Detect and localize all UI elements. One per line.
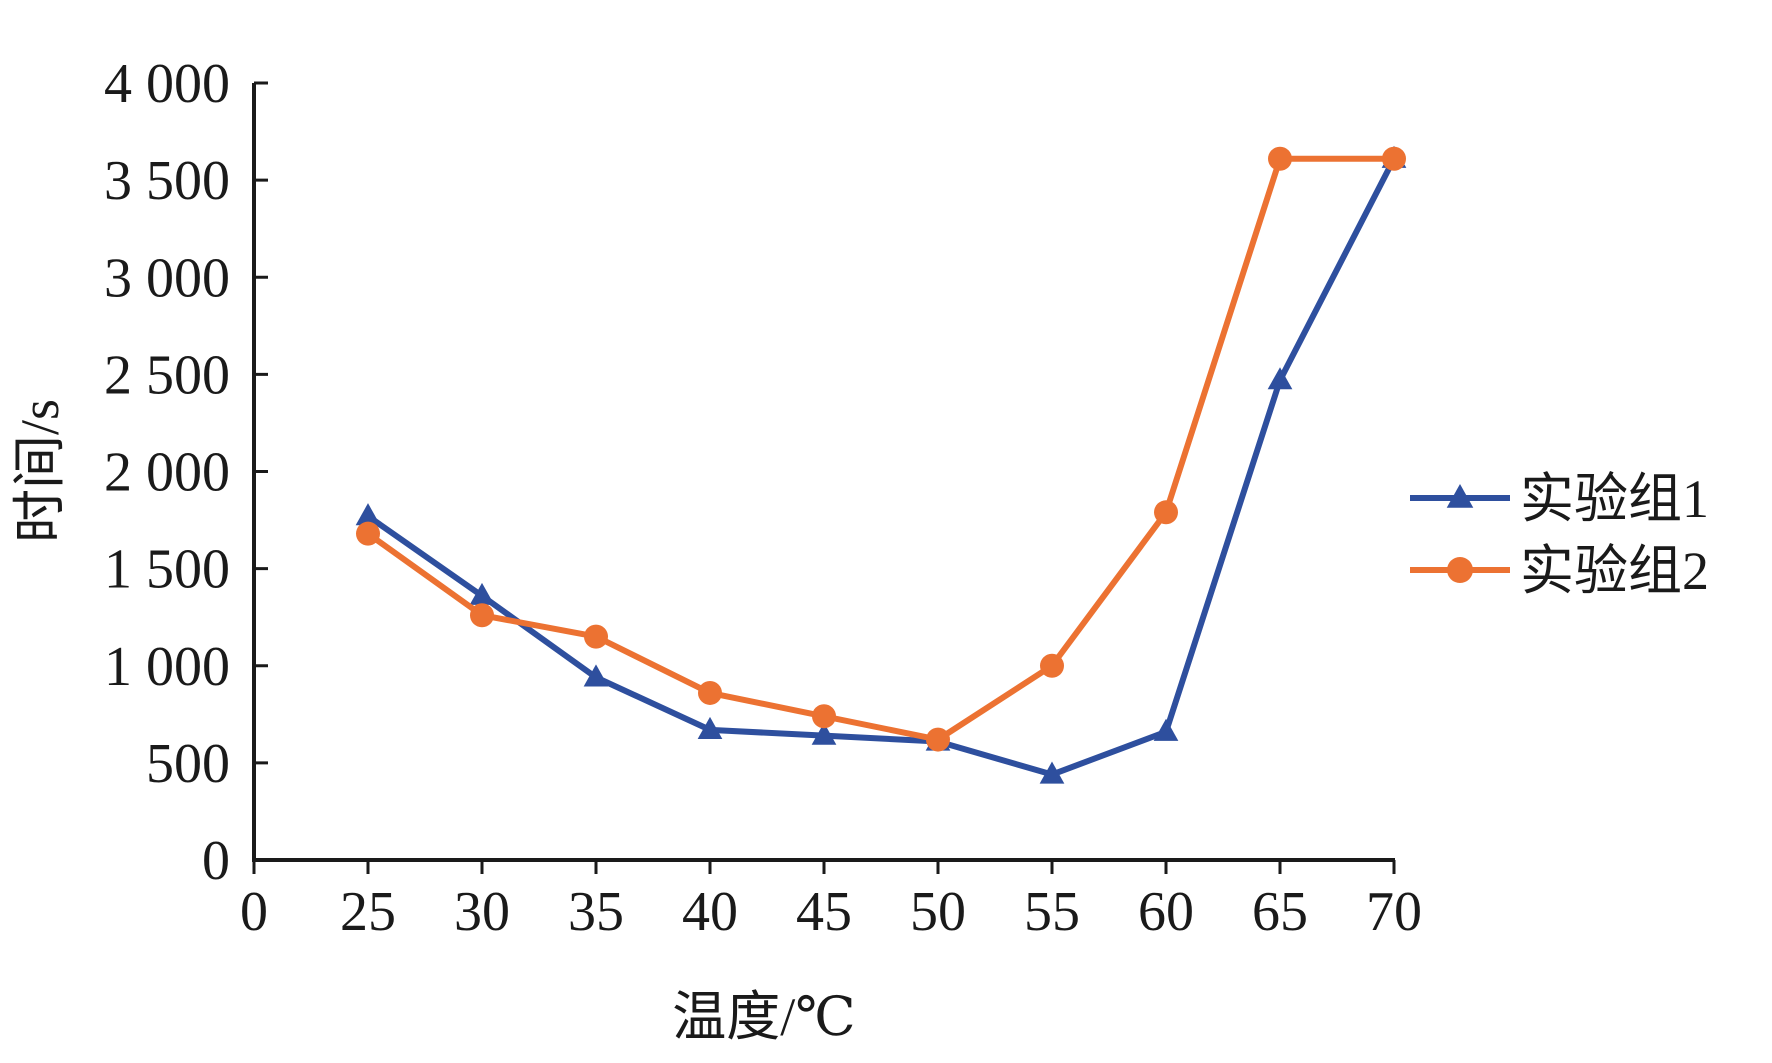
data-point-triangle	[811, 722, 837, 745]
legend: 实验组1 实验组2	[1410, 469, 1709, 601]
data-point-circle	[698, 680, 722, 705]
data-point-circle	[470, 603, 494, 628]
series-2	[356, 146, 1406, 752]
x-tick-label: 40	[682, 881, 738, 943]
y-tick-label: 0	[202, 830, 230, 892]
legend-circle-marker	[1447, 557, 1473, 583]
y-axis-title: 时间/s	[10, 399, 70, 543]
x-axis-title: 温度/℃	[672, 987, 855, 1047]
data-point-triangle	[583, 664, 609, 687]
data-point-circle	[1154, 500, 1178, 525]
data-point-circle	[926, 727, 950, 752]
data-point-circle	[1040, 653, 1064, 678]
legend-triangle-marker	[1446, 484, 1474, 508]
y-tick-label: 500	[146, 733, 230, 795]
x-tick-label: 25	[340, 881, 396, 943]
x-tick-label: 0	[240, 881, 268, 943]
legend-item-1: 实验组1	[1410, 469, 1709, 529]
y-ticks: 0 500 1 000 1 500 2 000 2 500 3 000 3 500 4 000	[104, 53, 268, 892]
data-point-triangle	[469, 582, 495, 605]
data-point-circle	[1382, 146, 1406, 171]
x-tick-label: 50	[910, 881, 966, 943]
series-1	[355, 145, 1407, 784]
x-tick-label: 55	[1024, 881, 1080, 943]
x-tick-label: 65	[1252, 881, 1308, 943]
legend-item-2: 实验组2	[1410, 541, 1709, 601]
legend-label: 实验组2	[1520, 541, 1709, 601]
series-line	[366, 157, 1397, 778]
y-tick-label: 2 000	[104, 442, 230, 504]
data-point-triangle	[355, 503, 381, 526]
data-point-triangle	[1153, 718, 1179, 741]
y-tick-label: 2 500	[104, 344, 230, 406]
y-tick-label: 4 000	[104, 53, 230, 115]
x-tick-label: 45	[796, 881, 852, 943]
x-ticks: 0 25 30 35 40 45 50 55 60 65 70	[240, 860, 1422, 943]
data-point-triangle	[1267, 367, 1293, 390]
y-tick-label: 1 000	[104, 636, 230, 698]
x-tick-label: 30	[454, 881, 510, 943]
x-tick-label: 60	[1138, 881, 1194, 943]
x-tick-label: 35	[568, 881, 624, 943]
legend-label: 实验组1	[1520, 469, 1709, 529]
data-point-circle	[584, 624, 608, 649]
series-layer	[355, 145, 1407, 784]
x-tick-label: 70	[1366, 881, 1422, 943]
y-tick-label: 3 500	[104, 150, 230, 212]
data-point-triangle	[697, 716, 723, 739]
data-point-triangle	[1039, 761, 1065, 784]
data-point-circle	[356, 521, 380, 546]
data-point-circle	[812, 704, 836, 729]
series-line	[366, 155, 1394, 743]
y-tick-label: 3 000	[104, 247, 230, 309]
y-tick-label: 1 500	[104, 539, 230, 601]
data-point-circle	[1268, 146, 1292, 171]
